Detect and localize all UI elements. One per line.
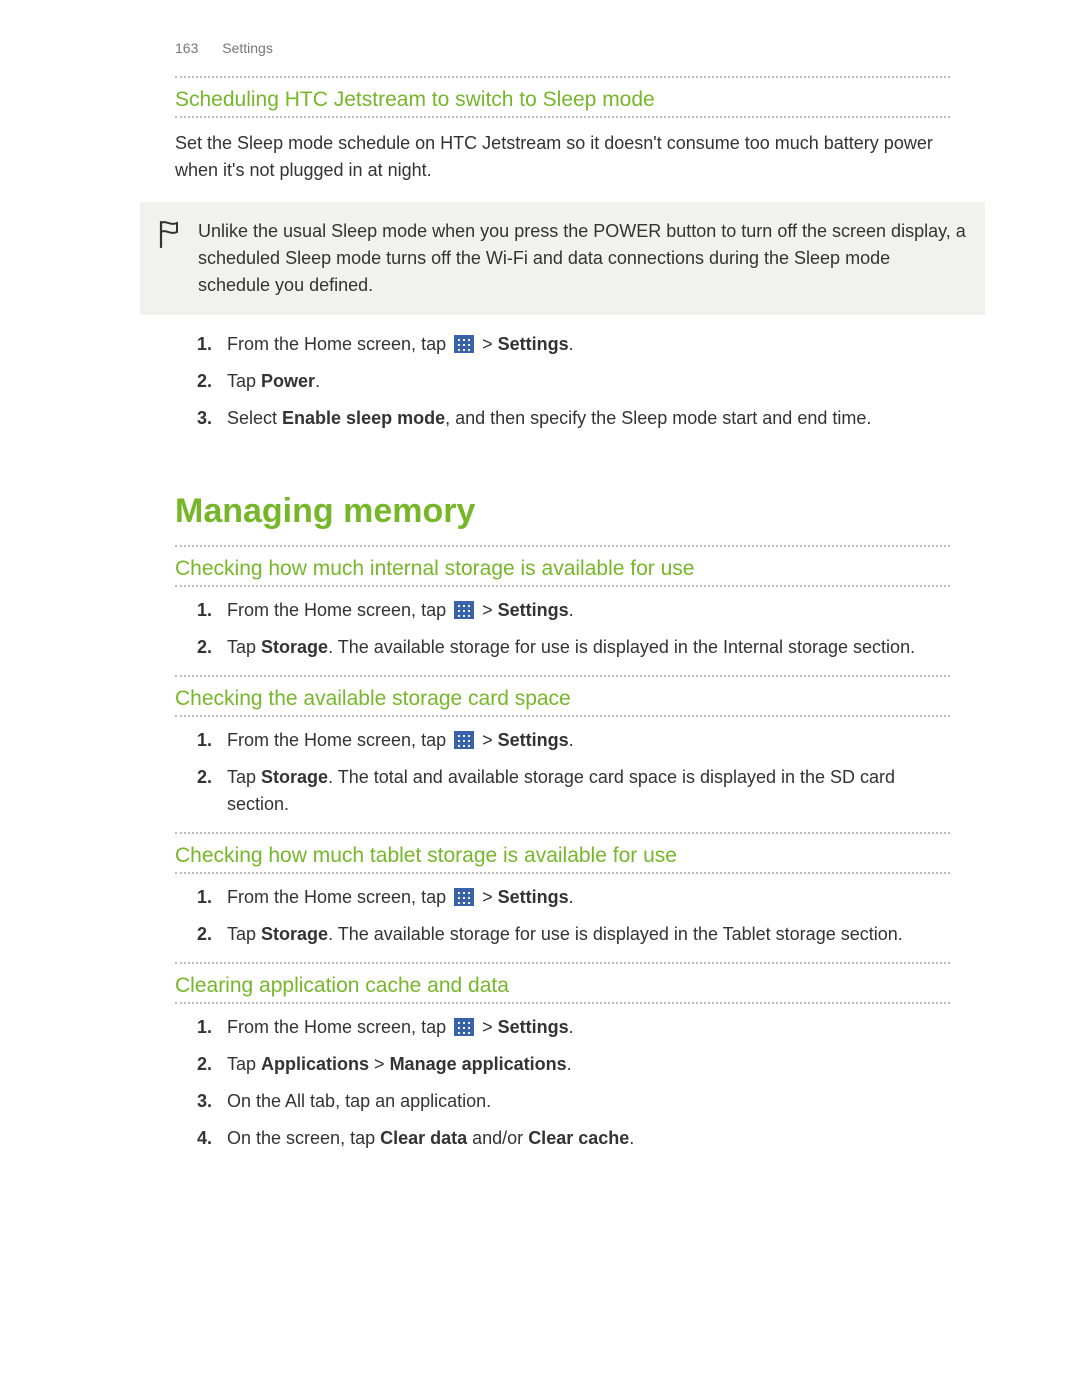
steps-sleep: From the Home screen, tap > Settings. Ta… [197, 331, 950, 432]
step-item: From the Home screen, tap > Settings. [197, 884, 950, 911]
steps-card-storage: From the Home screen, tap > Settings. Ta… [197, 727, 950, 818]
step-item: Tap Storage. The available storage for u… [197, 921, 950, 948]
step-item: Tap Storage. The available storage for u… [197, 634, 950, 661]
steps-tablet-storage: From the Home screen, tap > Settings. Ta… [197, 884, 950, 948]
steps-internal-storage: From the Home screen, tap > Settings. Ta… [197, 597, 950, 661]
step-item: Tap Power. [197, 368, 950, 395]
subheading-clear-cache: Clearing application cache and data [175, 974, 950, 1004]
divider [175, 545, 950, 547]
step-item: Select Enable sleep mode, and then speci… [197, 405, 950, 432]
step-item: From the Home screen, tap > Settings. [197, 727, 950, 754]
apps-grid-icon [454, 335, 474, 353]
apps-grid-icon [454, 601, 474, 619]
step-item: On the All tab, tap an application. [197, 1088, 950, 1115]
note-text: Unlike the usual Sleep mode when you pre… [198, 218, 967, 299]
apps-grid-icon [454, 731, 474, 749]
step-item: From the Home screen, tap > Settings. [197, 1014, 950, 1041]
subheading-tablet-storage: Checking how much tablet storage is avai… [175, 844, 950, 874]
main-heading: Managing memory [175, 492, 950, 531]
divider [175, 962, 950, 964]
step-item: Tap Storage. The total and available sto… [197, 764, 950, 818]
divider [175, 832, 950, 834]
step-item: From the Home screen, tap > Settings. [197, 597, 950, 624]
step-item: Tap Applications > Manage applications. [197, 1051, 950, 1078]
page-number: 163 [175, 40, 198, 56]
document-page: 163 Settings Scheduling HTC Jetstream to… [0, 0, 1080, 1362]
intro-text: Set the Sleep mode schedule on HTC Jetst… [175, 130, 950, 184]
step-item: From the Home screen, tap > Settings. [197, 331, 950, 358]
apps-grid-icon [454, 1018, 474, 1036]
note-box: Unlike the usual Sleep mode when you pre… [140, 202, 985, 315]
steps-clear-cache: From the Home screen, tap > Settings. Ta… [197, 1014, 950, 1152]
subheading-internal-storage: Checking how much internal storage is av… [175, 557, 950, 587]
subheading-sleep: Scheduling HTC Jetstream to switch to Sl… [175, 88, 950, 118]
divider [175, 675, 950, 677]
section-label: Settings [222, 40, 273, 56]
page-header: 163 Settings [175, 40, 950, 56]
flag-icon [158, 220, 186, 253]
step-item: On the screen, tap Clear data and/or Cle… [197, 1125, 950, 1152]
apps-grid-icon [454, 888, 474, 906]
divider [175, 76, 950, 78]
subheading-card-storage: Checking the available storage card spac… [175, 687, 950, 717]
